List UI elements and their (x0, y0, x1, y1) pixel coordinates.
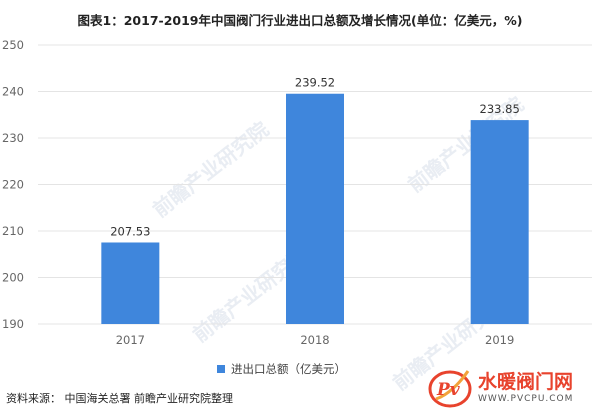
chart-title: 图表1：2017-2019年中国阀门行业进出口总额及增长情况(单位：亿美元，%) (77, 13, 523, 28)
source-note: 资料来源： 中国海关总署 前瞻产业研究院整理 (6, 392, 233, 405)
data-label-2018: 239.52 (295, 76, 335, 90)
legend: 进出口总额（亿美元） (217, 362, 346, 376)
bars (101, 93, 529, 325)
legend-label: 进出口总额（亿美元） (231, 362, 346, 376)
y-tick-label: 210 (2, 224, 24, 238)
watermark-text: 前瞻产业研究院 (148, 117, 273, 222)
x-tick-label: 2018 (300, 333, 329, 347)
y-axis-ticks: 190 200 210 220 230 240 250 (2, 38, 24, 331)
data-labels: 207.53 239.52 233.85 (110, 76, 520, 239)
y-tick-label: 200 (2, 271, 24, 285)
legend-swatch (217, 365, 225, 373)
y-tick-label: 190 (2, 317, 24, 331)
logo: Pv 水暖阀门网 WWW.PVCPU.COM (426, 365, 594, 413)
x-tick-label: 2019 (485, 333, 514, 347)
data-label-2019: 233.85 (480, 102, 520, 116)
x-axis-ticks: 2017 2018 2019 (116, 333, 515, 347)
data-label-2017: 207.53 (110, 224, 150, 238)
bar-2017 (101, 242, 160, 324)
y-tick-label: 230 (2, 131, 24, 145)
logo-url: WWW.PVCPU.COM (478, 394, 574, 404)
y-tick-label: 220 (2, 178, 24, 192)
bar-2018 (286, 93, 344, 325)
logo-text: 水暖阀门网 (478, 371, 574, 393)
x-tick-label: 2017 (116, 333, 145, 347)
bar-2019 (470, 120, 529, 324)
y-tick-label: 250 (2, 38, 24, 52)
logo-emblem: Pv (428, 370, 472, 408)
y-tick-label: 240 (2, 85, 24, 99)
logo-glyph: Pv (436, 380, 461, 400)
